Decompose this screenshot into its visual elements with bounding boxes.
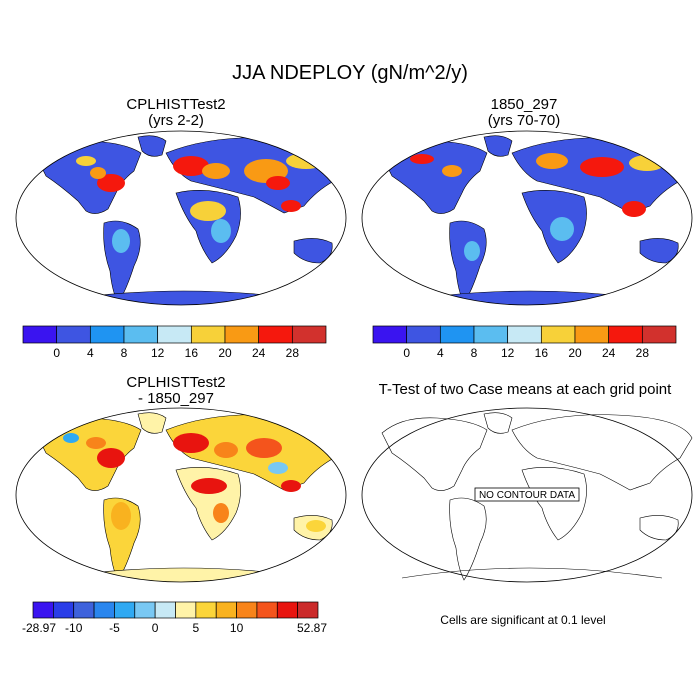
colorbar3-swatch xyxy=(114,601,136,619)
panel2-title-line1: 1850_297 xyxy=(490,96,558,113)
colorbar3-swatch xyxy=(297,601,319,619)
panel1-title-line2: (yrs 2-2) xyxy=(148,112,204,129)
colorbar3-swatch xyxy=(175,601,197,619)
map-panel-2 xyxy=(361,130,693,306)
colorbar2-swatch xyxy=(372,325,408,344)
colorbar2-tick-label: 16 xyxy=(535,346,549,360)
panel2-title: 1850_297 (yrs 70-70) xyxy=(424,97,624,129)
colorbar3-swatch xyxy=(73,601,95,619)
colorbar1-swatch xyxy=(123,325,159,344)
significance-note: Cells are significant at 0.1 level xyxy=(440,613,605,627)
colorbar3-swatch xyxy=(32,601,54,619)
colorbar2-swatch xyxy=(439,325,475,344)
no-contour-label: NO CONTOUR DATA xyxy=(479,490,575,501)
panel1-title: CPLHISTTest2 (yrs 2-2) xyxy=(76,97,276,129)
colorbar3-tick-label: -10 xyxy=(65,621,83,635)
colorbar3-swatch xyxy=(53,601,75,619)
colorbar3-swatch xyxy=(276,601,298,619)
colorbar2-tick-label: 20 xyxy=(568,346,582,360)
map-panel-4 xyxy=(361,407,693,583)
colorbar3-swatch xyxy=(256,601,278,619)
colorbar3-tick-label: 52.87 xyxy=(297,621,327,635)
colorbar1-swatch xyxy=(258,325,293,344)
colorbar1-swatch xyxy=(224,325,260,344)
colorbar-panel-2: 0 4 8 12 16 20 24 28 xyxy=(372,325,677,360)
colorbar1-tick-label: 24 xyxy=(252,346,266,360)
colorbar1-swatch xyxy=(56,325,91,344)
colorbar3-swatch xyxy=(236,601,258,619)
colorbar2-swatch xyxy=(574,325,610,344)
colorbar3-swatch xyxy=(195,601,217,619)
colorbar2-swatch xyxy=(641,325,677,344)
no-contour-box: NO CONTOUR DATA xyxy=(474,487,580,502)
colorbar1-swatch xyxy=(157,325,192,344)
colorbar2-swatch xyxy=(608,325,643,344)
colorbar2-tick-label: 28 xyxy=(636,346,650,360)
colorbar3-tick-label: -28.97 xyxy=(22,621,56,635)
panel3-title: CPLHISTTest2 - 1850_297 xyxy=(76,375,276,407)
colorbar2-swatch xyxy=(540,325,576,344)
colorbar1-swatch xyxy=(291,325,327,344)
colorbar1-swatch xyxy=(89,325,125,344)
colorbar2-swatch xyxy=(507,325,542,344)
colorbar1-swatch xyxy=(190,325,226,344)
map-panel-3 xyxy=(15,407,347,583)
panel1-title-line1: CPLHISTTest2 xyxy=(126,96,226,113)
antarctica-region xyxy=(55,290,317,305)
colorbar2-tick-label: 8 xyxy=(471,346,478,360)
colorbar2-tick-label: 12 xyxy=(501,346,515,360)
greenland-region xyxy=(137,135,167,157)
colorbar1-tick-label: 8 xyxy=(121,346,128,360)
colorbar3-tick-label: 0 xyxy=(152,621,159,635)
panel4-title: T-Test of two Case means at each grid po… xyxy=(378,381,672,398)
colorbar3-swatch xyxy=(134,601,156,619)
colorbar3-tick-label: -5 xyxy=(109,621,120,635)
map-panel-1 xyxy=(15,130,347,306)
colorbar2-tick-label: 4 xyxy=(437,346,444,360)
north-america-region xyxy=(35,140,142,214)
colorbar2-swatch xyxy=(473,325,509,344)
colorbar-panel-1: 0 4 8 12 16 20 24 28 xyxy=(22,325,327,360)
figure-title: JJA NDEPLOY (gN/m^2/y) xyxy=(232,62,468,84)
panel2-title-line2: (yrs 70-70) xyxy=(487,112,561,129)
colorbar1-tick-label: 16 xyxy=(185,346,199,360)
colorbar1-tick-label: 28 xyxy=(286,346,300,360)
colorbar1-swatch xyxy=(22,325,58,344)
colorbar-panel-3: -28.97 -10 -5 0 5 10 52.87 xyxy=(22,601,327,635)
colorbar3-swatch xyxy=(93,601,115,619)
panel3-title-line1: CPLHISTTest2 xyxy=(126,374,226,391)
colorbar1-tick-label: 0 xyxy=(53,346,60,360)
colorbar3-tick-label: 5 xyxy=(193,621,200,635)
colorbar2-swatch xyxy=(406,325,441,344)
colorbar3-swatch xyxy=(154,601,176,619)
panel3-title-line2: - 1850_297 xyxy=(138,390,214,407)
colorbar1-tick-label: 12 xyxy=(151,346,165,360)
colorbar3-swatch xyxy=(215,601,237,619)
colorbar2-tick-label: 24 xyxy=(602,346,616,360)
colorbar2-tick-label: 0 xyxy=(403,346,410,360)
colorbar1-tick-label: 4 xyxy=(87,346,94,360)
colorbar1-tick-label: 20 xyxy=(218,346,232,360)
colorbar3-tick-label: 10 xyxy=(230,621,244,635)
